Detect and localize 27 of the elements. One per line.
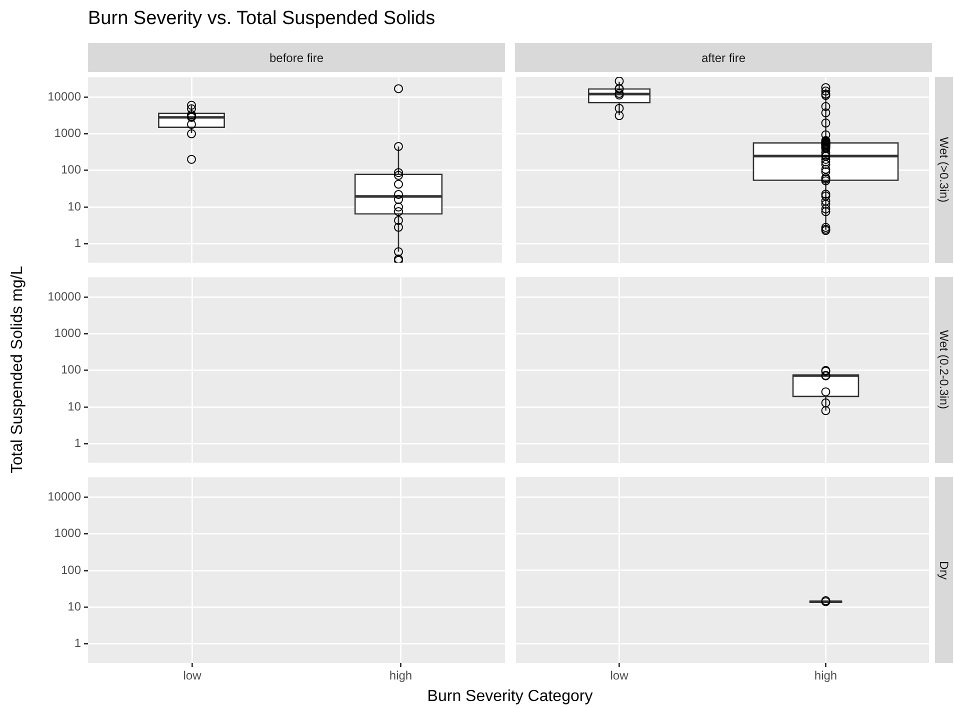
y-tick-label: 100	[60, 362, 82, 377]
y-tick-label: 10	[68, 599, 82, 614]
y-tick-label: 10	[68, 399, 82, 414]
y-tick-label: 1000	[54, 526, 82, 540]
y-tick-label: 100	[60, 562, 82, 577]
y-tick-label: 10000	[48, 289, 82, 304]
y2-axis-title: Wet (>0.3in)	[937, 137, 951, 203]
y2-axis-title: Wet (0.2-0.3in)	[937, 330, 951, 410]
y-tick-label: 1	[74, 636, 82, 650]
chart-title: Burn Severity vs. Total Suspended Solids	[88, 8, 436, 30]
y-tick-label: 1	[74, 236, 82, 250]
chart-subtitle: before fire	[88, 43, 505, 72]
x-tick-label: low	[610, 668, 629, 683]
x-axis-title: Burn Severity Category	[426, 688, 594, 706]
y2-axis-title: Dry	[937, 560, 951, 580]
x-tick-label: low	[183, 668, 202, 683]
y-tick-label: 100	[60, 162, 82, 177]
y-tick-label: 10000	[48, 489, 82, 504]
y-tick-label: 10000	[48, 89, 82, 104]
chart-subtitle: after fire	[515, 43, 932, 72]
y-tick-label: 1000	[54, 326, 82, 340]
x-tick-label: high	[389, 668, 412, 683]
y-axis-title: Total Suspended Solids mg/L	[9, 266, 27, 474]
y-tick-label: 1	[74, 436, 82, 450]
x-tick-label: high	[814, 668, 838, 683]
y-tick-label: 1000	[54, 126, 82, 140]
y-tick-label: 10	[68, 199, 82, 214]
